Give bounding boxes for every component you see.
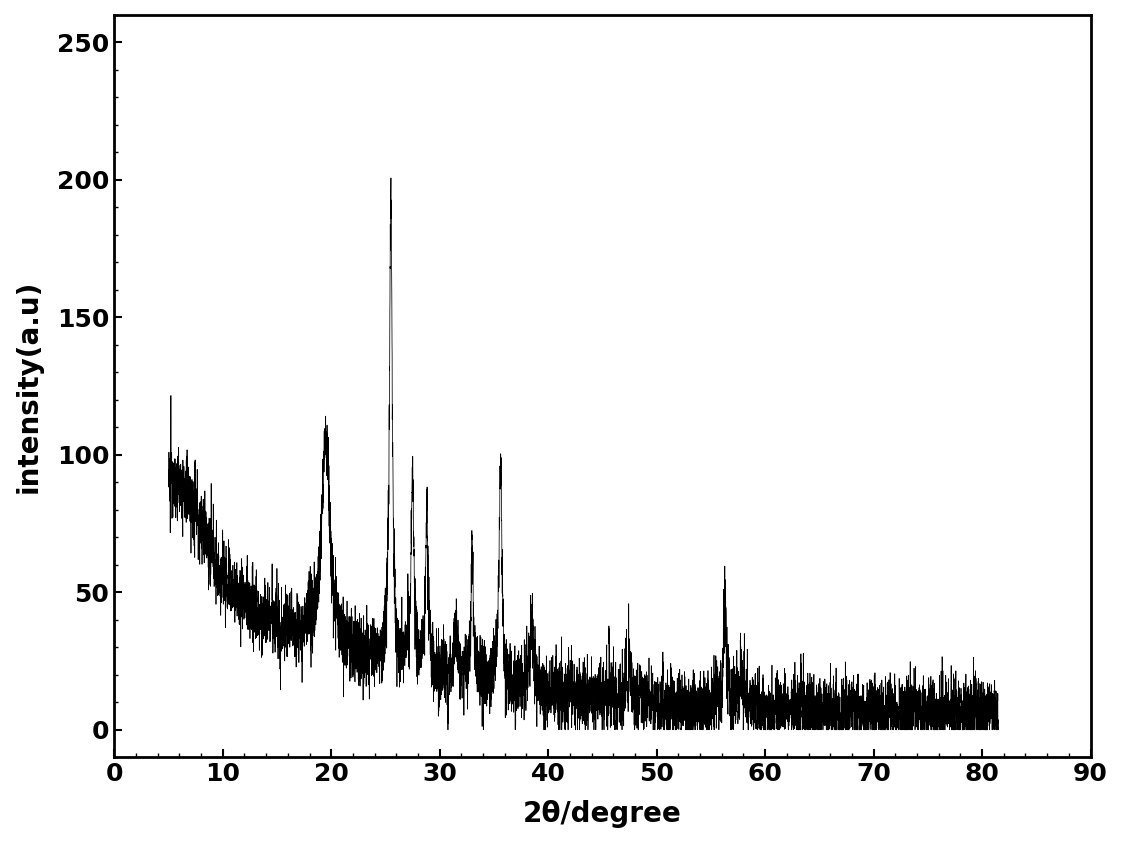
X-axis label: 2θ/degree: 2θ/degree: [523, 800, 682, 828]
Y-axis label: intensity(a.u): intensity(a.u): [15, 279, 43, 493]
